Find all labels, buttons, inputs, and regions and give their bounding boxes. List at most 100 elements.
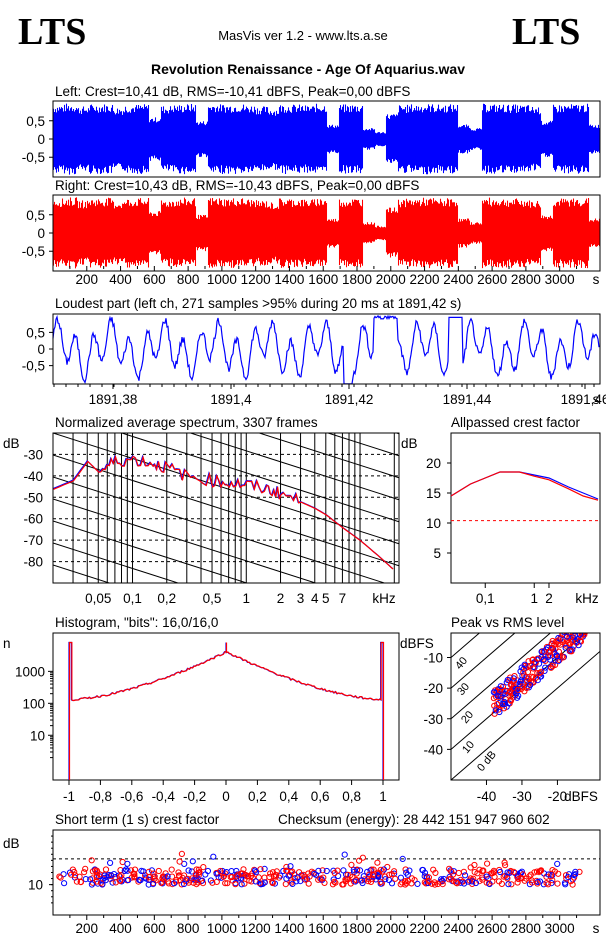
stcrest-point xyxy=(329,881,336,888)
spectrum-ytick-label: -30 xyxy=(23,447,43,462)
stcrest-point xyxy=(445,876,453,883)
stcrest-point xyxy=(284,867,291,874)
stcrest-point xyxy=(421,879,428,886)
crest-xtick-label: 1 xyxy=(530,591,538,606)
stcrest-xaxis-label: 1400 xyxy=(274,921,304,936)
stcrest-point xyxy=(501,859,508,866)
stcrest-point xyxy=(543,880,550,887)
stcrest-xaxis-label: 1800 xyxy=(342,921,372,936)
stcrest-point xyxy=(96,871,103,878)
wave-xaxis-label: 1600 xyxy=(308,272,338,287)
stcrest-point xyxy=(352,878,359,885)
stcrest-point xyxy=(210,853,217,860)
peakrms-point xyxy=(567,633,571,634)
loudest-unit: s xyxy=(593,392,600,407)
stcrest-point xyxy=(101,874,108,882)
loudest-xtick-label: 1891,42 xyxy=(325,392,374,407)
stcrest-point xyxy=(317,875,324,882)
stcrest-point xyxy=(335,872,342,880)
stcrest-point xyxy=(294,874,301,881)
stcrest-point xyxy=(283,875,290,882)
stcrest-point xyxy=(107,859,114,867)
peakrms-point xyxy=(536,669,543,677)
stcrest-xaxis-label: 2400 xyxy=(443,921,473,936)
spectrum-xtick-label: 4 xyxy=(311,591,319,606)
logo-left: LTS xyxy=(18,11,86,53)
wave-xaxis-label: 600 xyxy=(143,272,166,287)
stcrest-point xyxy=(497,868,504,876)
stcrest-point xyxy=(375,869,382,876)
stcrest-point xyxy=(202,871,209,878)
stcrest-point xyxy=(57,874,64,881)
peakrms-point xyxy=(501,705,508,712)
stcrest-point xyxy=(569,881,576,888)
stcrest-point xyxy=(137,877,144,884)
crest-line-0 xyxy=(450,471,599,500)
stcrest-point xyxy=(88,857,95,864)
wave-xaxis-label: 200 xyxy=(76,272,99,287)
stcrest-point xyxy=(425,874,432,881)
spectrum-slope-line xyxy=(53,454,399,567)
stcrest-point xyxy=(507,868,514,875)
peakrms-point xyxy=(576,633,583,638)
stcrest-point xyxy=(71,868,78,876)
peakrms-point xyxy=(576,626,581,631)
peakrms-point xyxy=(525,658,532,665)
stcrest-point xyxy=(238,881,245,888)
histogram-ytick-label: 1000 xyxy=(15,664,45,679)
stcrest-point xyxy=(238,870,245,877)
stcrest-point xyxy=(175,869,182,876)
histogram-xtick-label: -0,8 xyxy=(89,789,112,804)
stcrest-point xyxy=(269,869,276,876)
stcrest-point xyxy=(406,867,413,874)
stcrest-point xyxy=(467,864,474,871)
peakrms-ytick-label: -10 xyxy=(423,651,443,666)
spectrum-slope-line xyxy=(53,520,249,583)
loudest-xtick-label: 1891,4 xyxy=(210,392,252,407)
spectrum-ytick-label: -80 xyxy=(23,555,43,570)
stcrest-point xyxy=(439,877,446,884)
stcrest-point xyxy=(479,874,486,881)
stcrest-point xyxy=(471,861,478,869)
histogram-xtick-label: -0,4 xyxy=(152,789,176,804)
stcrest-point xyxy=(388,880,396,887)
wave-xaxis-label: 3000 xyxy=(545,272,575,287)
peakrms-point xyxy=(501,700,509,708)
stcrest-point xyxy=(565,874,572,881)
peakrms-diag-label: 10 xyxy=(460,739,477,756)
wave-xaxis-label: 400 xyxy=(109,272,132,287)
peakrms-point xyxy=(510,675,517,682)
wave-xaxis-label: 2400 xyxy=(443,272,473,287)
stcrest-point xyxy=(178,881,185,888)
stcrest-point xyxy=(350,866,357,873)
peakrms-xtick-label: -40 xyxy=(477,789,497,804)
peakrms-point xyxy=(532,674,540,681)
stcrest-point xyxy=(428,880,435,887)
peakrms-diag-label: 20 xyxy=(459,709,476,726)
stcrest-point xyxy=(300,871,307,878)
stcrest-point xyxy=(548,870,555,877)
stcrest-xaxis-label: 2800 xyxy=(511,921,541,936)
stcrest-point xyxy=(224,880,231,887)
spectrum-line-right xyxy=(53,454,394,570)
peakrms-point xyxy=(563,633,570,636)
stcrest-point xyxy=(377,880,384,887)
stcrest-point xyxy=(92,867,99,874)
stcrest-point xyxy=(209,879,216,886)
stcrest-point xyxy=(545,881,552,888)
stcrest-point xyxy=(87,876,94,883)
stcrest-xaxis-label: 2000 xyxy=(376,921,406,936)
stcrest-point xyxy=(461,880,468,887)
stcrest-point xyxy=(419,866,426,874)
stcrest-point xyxy=(131,866,139,873)
stcrest-point xyxy=(504,875,511,882)
peakrms-point xyxy=(567,648,574,655)
peakrms-point xyxy=(497,693,504,700)
stcrest-point xyxy=(356,867,364,874)
spectrum-ylabel: dB xyxy=(3,436,20,451)
peakrms-point xyxy=(499,700,506,708)
stcrest-point xyxy=(194,879,202,886)
spectrum-slope-line xyxy=(188,433,399,501)
stcrest-point xyxy=(460,868,467,875)
stcrest-point xyxy=(180,872,188,879)
